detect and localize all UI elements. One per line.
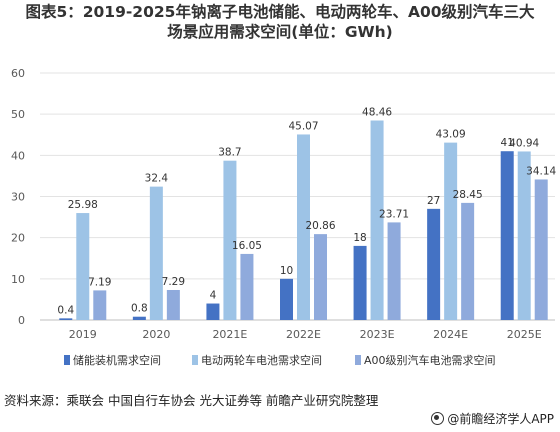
chart-title-line2: 场景应用需求空间(单位：GWh) [167,23,393,41]
bar-s2-2021E [223,160,237,320]
bar-s2-2023E [370,120,384,320]
data-label: 7.29 [162,276,185,288]
legend-swatch [192,355,198,365]
bar-s3-2019 [93,290,107,320]
y-tick-label: 40 [11,149,25,162]
bar-s1-2023E [353,245,367,320]
chart-title-line1: 图表5：2019-2025年钠离子电池储能、电动两轮车、A00级别汽车三大 [25,3,535,21]
data-label: 18 [353,232,366,244]
watermark: @前瞻经济学人APP [431,410,554,427]
y-tick-label: 10 [11,273,25,286]
bar-s1-2021E [206,303,220,320]
data-label: 45.07 [288,120,318,132]
x-tick-label: 2022E [286,328,321,341]
data-label: 38.7 [218,147,241,159]
bar-s2-2019 [76,213,90,320]
legend-swatch [64,355,70,365]
x-tick-label: 2021E [212,328,247,341]
data-label: 43.09 [436,129,466,141]
chart-title: 图表5：2019-2025年钠离子电池储能、电动两轮车、A00级别汽车三大 场景… [0,2,560,42]
data-label: 48.46 [362,107,392,119]
legend-swatch [355,355,361,365]
data-label: 34.14 [526,165,556,177]
bar-s1-2020 [132,316,146,320]
data-label: 25.98 [68,199,98,211]
legend-label: 储能装机需求空间 [73,353,161,367]
y-tick-label: 0 [18,314,25,327]
bar-s1-2024E [427,208,441,320]
y-tick-label: 30 [11,191,25,204]
bar-chart: 0 10 20 30 40 50 60 0.4 25.98 7.19 2019 0.8 32.4 7.29… [11,67,557,367]
bar-s1-2022E [280,278,293,320]
data-label: 4 [210,290,217,302]
logo-icon [431,412,445,425]
x-tick-label: 2020 [142,328,170,341]
bar-s3-2023E [387,222,401,320]
bar-s3-2024E [461,202,475,320]
data-label: 7.19 [88,276,111,288]
bar-s3-2025E [534,179,548,320]
bar-s1-2025E [500,151,514,320]
source-note: 资料来源：乘联会 中国自行车协会 光大证券等 前瞻产业研究院整理 [4,393,379,408]
legend-label: A00级别汽车电池需求空间 [364,353,496,367]
x-tick-label: 2024E [433,328,468,341]
watermark-text: @前瞻经济学人APP [447,412,554,426]
y-tick-label: 50 [11,108,25,121]
bar-s3-2021E [240,253,254,320]
bar-s1-2019 [59,318,73,320]
bar-s3-2020 [166,289,180,320]
data-label: 10 [280,265,293,277]
data-label: 27 [427,195,440,207]
data-label: 32.4 [145,173,169,185]
data-label: 20.86 [305,220,335,232]
bar-s2-2025E [517,151,531,320]
y-tick-label: 60 [11,67,25,80]
bar-s3-2022E [314,234,327,320]
data-label: 0.8 [131,303,148,315]
y-tick-label: 20 [11,232,25,245]
data-label: 41 [501,137,514,149]
bar-s2-2020 [149,186,163,320]
legend-label: 电动两轮车电池需求空间 [201,353,322,367]
bar-s2-2022E [297,134,310,320]
data-label: 16.05 [232,240,262,252]
data-label: 23.71 [379,208,409,220]
bar-s2-2024E [444,142,458,320]
x-tick-label: 2019 [69,328,97,341]
data-label: 0.4 [57,304,74,316]
x-tick-label: 2025E [507,328,542,341]
data-label: 28.45 [453,189,483,201]
data-label: 40.94 [509,137,539,149]
x-tick-label: 2023E [360,328,395,341]
